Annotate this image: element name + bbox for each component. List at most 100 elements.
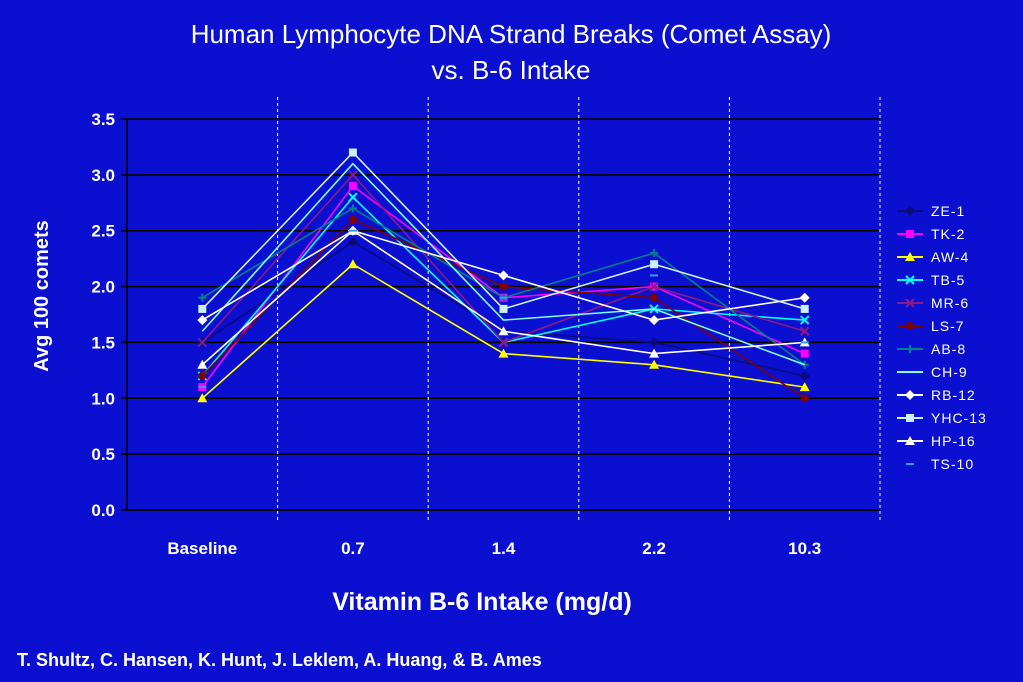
data-point bbox=[800, 349, 809, 358]
data-point bbox=[649, 315, 660, 326]
legend-entry: MR-6 bbox=[897, 295, 969, 311]
y-tick-label: 0.0 bbox=[91, 501, 115, 520]
legend-marker bbox=[906, 345, 914, 353]
legend-entry: CH-9 bbox=[897, 364, 968, 380]
x-axis-label: Vitamin B-6 Intake (mg/d) bbox=[332, 588, 632, 616]
data-point bbox=[800, 394, 809, 403]
series-aw-4 bbox=[197, 259, 810, 403]
data-point bbox=[347, 236, 358, 247]
data-point bbox=[650, 293, 659, 302]
legend-entry: AB-8 bbox=[897, 341, 966, 357]
data-point bbox=[799, 292, 810, 303]
legend-entry: HP-16 bbox=[897, 433, 976, 449]
data-point bbox=[348, 182, 357, 191]
legend-label: TS-10 bbox=[931, 456, 974, 472]
series-mr-6 bbox=[197, 170, 810, 348]
y-axis-label: Avg 100 comets bbox=[31, 220, 53, 372]
series-lines bbox=[197, 148, 810, 403]
data-point bbox=[197, 359, 208, 369]
legend-label: TK-2 bbox=[931, 226, 965, 242]
y-tick-label: 2.5 bbox=[91, 222, 115, 241]
x-tick-labels: Baseline 0.7 1.4 2.2 10.3 bbox=[167, 539, 821, 558]
data-point bbox=[498, 348, 509, 358]
legend-entry: TS-10 bbox=[906, 456, 974, 472]
series-ts-10 bbox=[198, 229, 809, 389]
data-point bbox=[348, 148, 357, 157]
data-point bbox=[498, 270, 509, 281]
data-point bbox=[347, 259, 358, 269]
legend-marker bbox=[905, 252, 915, 261]
chart-title: Human Lymphocyte DNA Strand Breaks (Come… bbox=[191, 19, 832, 49]
data-point bbox=[799, 370, 810, 381]
legend-marker bbox=[905, 298, 915, 308]
data-point bbox=[198, 371, 207, 380]
legend-label: AW-4 bbox=[931, 249, 969, 265]
data-point bbox=[650, 260, 659, 269]
legend-marker bbox=[905, 206, 915, 216]
x-tick-label: 10.3 bbox=[788, 539, 821, 558]
x-tick-label: 1.4 bbox=[492, 539, 516, 558]
y-tick-label: 3.5 bbox=[91, 110, 115, 129]
legend-entry: TB-5 bbox=[897, 272, 965, 288]
legend-marker bbox=[906, 322, 914, 330]
legend-label: YHC-13 bbox=[931, 410, 987, 426]
series-line bbox=[201, 162, 805, 366]
y-tick-label: 1.0 bbox=[91, 389, 115, 408]
y-tick-label: 1.5 bbox=[91, 333, 115, 352]
legend-label: LS-7 bbox=[931, 318, 965, 334]
data-point bbox=[348, 204, 357, 213]
data-point bbox=[499, 282, 508, 291]
series-rb-12 bbox=[197, 225, 810, 326]
legend-label: MR-6 bbox=[931, 295, 969, 311]
legend-label: HP-16 bbox=[931, 433, 976, 449]
legend-marker bbox=[906, 230, 914, 238]
y-tick-label: 2.0 bbox=[91, 278, 115, 297]
legend-entry: YHC-13 bbox=[897, 410, 987, 426]
data-point bbox=[649, 348, 660, 358]
x-tick-label: 2.2 bbox=[642, 539, 666, 558]
legend-marker bbox=[905, 436, 915, 445]
x-tick-label: 0.7 bbox=[341, 539, 365, 558]
legend-entry: LS-7 bbox=[897, 318, 965, 334]
data-point bbox=[197, 315, 208, 326]
series-ls-7 bbox=[198, 215, 809, 403]
data-point bbox=[348, 170, 358, 180]
legend-entry: AW-4 bbox=[897, 249, 969, 265]
data-point bbox=[198, 304, 207, 313]
series-hp-16 bbox=[197, 225, 810, 369]
legend-label: RB-12 bbox=[931, 387, 976, 403]
data-point bbox=[649, 281, 659, 292]
author-credit: T. Shultz, C. Hansen, K. Hunt, J. Leklem… bbox=[17, 650, 542, 670]
legend-marker bbox=[906, 414, 914, 422]
legend: ZE-1 TK-2 AW-4 TB-5 MR-6 LS-7 AB-8 CH-9 RB-12 YHC… bbox=[897, 203, 987, 472]
axes bbox=[121, 118, 880, 511]
legend-marker bbox=[905, 390, 915, 400]
data-point bbox=[649, 359, 660, 369]
y-tick-labels: 0.0 0.5 1.0 1.5 2.0 2.5 3.0 3.5 bbox=[91, 110, 115, 520]
x-tick-label: Baseline bbox=[167, 539, 237, 558]
legend-label: ZE-1 bbox=[931, 203, 965, 219]
legend-label: TB-5 bbox=[931, 272, 965, 288]
data-point bbox=[348, 192, 358, 202]
data-point bbox=[198, 293, 207, 302]
data-point bbox=[799, 326, 810, 336]
legend-entry: ZE-1 bbox=[897, 203, 965, 219]
legend-label: AB-8 bbox=[931, 341, 966, 357]
y-tick-label: 3.0 bbox=[91, 166, 115, 185]
y-tick-label: 0.5 bbox=[91, 445, 115, 464]
data-point bbox=[650, 249, 659, 258]
data-point bbox=[197, 393, 208, 403]
data-point bbox=[197, 337, 208, 348]
series-yhc-13 bbox=[198, 148, 809, 313]
legend-marker bbox=[905, 275, 915, 285]
data-point bbox=[348, 215, 357, 224]
data-point bbox=[498, 326, 509, 336]
legend-label: CH-9 bbox=[931, 364, 968, 380]
chart-subtitle: vs. B-6 Intake bbox=[432, 55, 591, 85]
data-point bbox=[499, 304, 508, 313]
legend-entry: TK-2 bbox=[897, 226, 965, 242]
data-point bbox=[799, 315, 810, 325]
data-point bbox=[800, 304, 809, 313]
series-ch-9 bbox=[201, 162, 805, 366]
